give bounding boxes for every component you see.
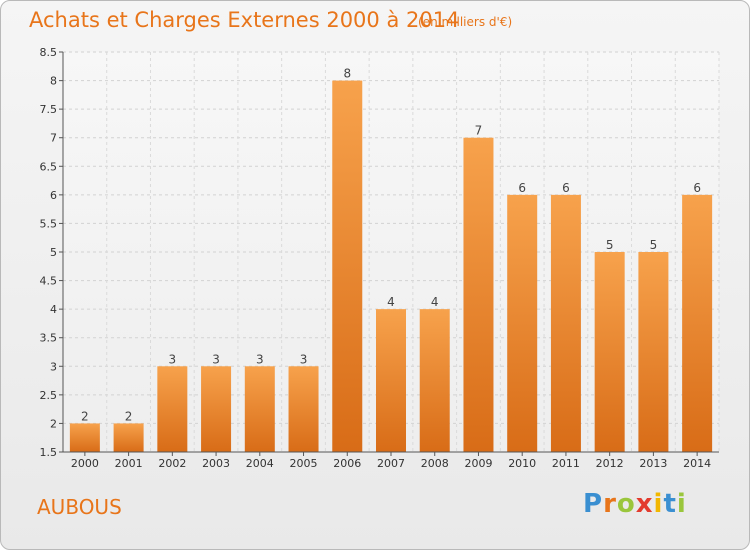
bar-value-label: 6 <box>562 181 570 195</box>
bar <box>507 194 538 452</box>
x-tick-label: 2000 <box>71 457 99 470</box>
bar <box>376 309 406 452</box>
logo-letter: i <box>676 489 687 519</box>
y-tick-label: 2 <box>50 417 57 430</box>
bar-value-label: 5 <box>606 238 614 252</box>
y-tick-label: 7.5 <box>40 103 58 116</box>
logo-letter: x <box>635 489 654 519</box>
y-tick-label: 6 <box>50 189 57 202</box>
bar <box>288 366 319 452</box>
bar-value-label: 7 <box>475 124 483 138</box>
x-tick-label: 2011 <box>552 457 580 470</box>
commune-name: AUBOUS <box>37 495 122 519</box>
bar-value-label: 2 <box>81 409 89 423</box>
y-tick-label: 3.5 <box>40 332 58 345</box>
x-tick-label: 2003 <box>202 457 230 470</box>
chart-subtitle: (en milliers d'€) <box>418 15 513 29</box>
logo-letter: i <box>653 489 664 519</box>
x-tick-label: 2005 <box>290 457 318 470</box>
bar-value-label: 3 <box>256 352 264 366</box>
logo-letter: o <box>616 489 636 519</box>
y-tick-label: 5 <box>50 246 57 259</box>
bar-value-label: 2 <box>125 409 133 423</box>
bar-value-label: 6 <box>693 181 701 195</box>
logo-letter: t <box>663 489 677 519</box>
x-tick-label: 2004 <box>246 457 274 470</box>
bar <box>201 366 232 452</box>
x-tick-label: 2007 <box>377 457 405 470</box>
bar <box>638 252 669 452</box>
y-tick-label: 5.5 <box>40 217 58 230</box>
y-tick-label: 4 <box>50 303 57 316</box>
x-tick-label: 2010 <box>508 457 536 470</box>
bar-value-label: 8 <box>343 67 351 81</box>
bar-value-label: 3 <box>212 352 220 366</box>
y-tick-label: 2.5 <box>40 389 58 402</box>
chart-title: Achats et Charges Externes 2000 à 2014 <box>29 8 460 32</box>
bar <box>419 309 450 452</box>
x-tick-label: 2014 <box>683 457 711 470</box>
bar <box>244 366 275 452</box>
x-tick-label: 2013 <box>639 457 667 470</box>
bar-value-label: 4 <box>431 295 439 309</box>
x-tick-label: 2006 <box>333 457 361 470</box>
bar <box>682 194 713 452</box>
bar <box>69 423 100 452</box>
bar-value-label: 5 <box>650 238 658 252</box>
x-tick-label: 2008 <box>421 457 449 470</box>
bar-value-label: 3 <box>169 352 177 366</box>
logo-letter: P <box>583 489 604 519</box>
y-tick-label: 7 <box>50 132 57 145</box>
y-tick-label: 3 <box>50 360 57 373</box>
x-tick-label: 2002 <box>158 457 186 470</box>
y-tick-label: 6.5 <box>40 160 58 173</box>
x-tick-label: 2012 <box>596 457 624 470</box>
bar <box>463 137 494 452</box>
y-tick-label: 8.5 <box>40 46 58 59</box>
bar <box>113 423 144 452</box>
bar-value-label: 3 <box>300 352 308 366</box>
y-tick-label: 4.5 <box>40 275 58 288</box>
y-tick-label: 8 <box>50 75 57 88</box>
bar <box>157 366 188 452</box>
bar <box>550 194 581 452</box>
bar-value-label: 6 <box>518 181 526 195</box>
logo-letter: r <box>603 489 617 519</box>
bar <box>594 252 625 452</box>
x-tick-label: 2001 <box>115 457 143 470</box>
y-tick-label: 1.5 <box>40 446 58 459</box>
x-tick-label: 2009 <box>464 457 492 470</box>
proxiti-logo[interactable]: Proxiti <box>583 489 687 519</box>
bar <box>332 80 363 453</box>
bar-value-label: 4 <box>387 295 395 309</box>
